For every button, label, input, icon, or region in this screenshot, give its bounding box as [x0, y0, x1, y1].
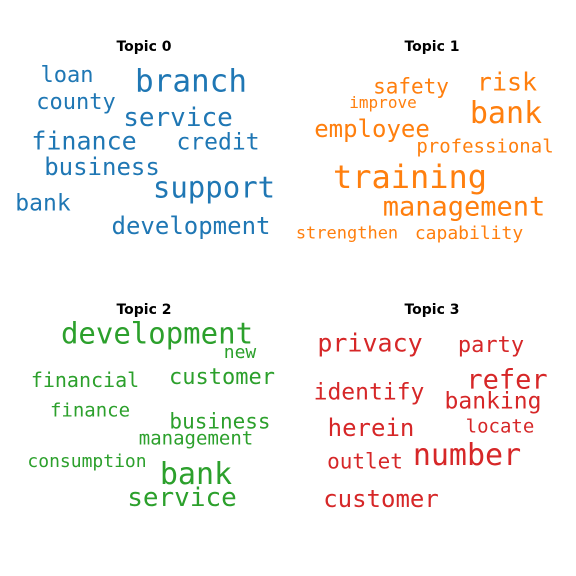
topic-title: Topic 2: [116, 302, 172, 318]
word-bank: bank: [15, 190, 71, 217]
word-banking: banking: [444, 388, 542, 415]
word-service: service: [127, 483, 237, 513]
word-new: new: [223, 342, 257, 363]
word-service: service: [123, 103, 233, 133]
word-capability: capability: [414, 223, 524, 244]
word-herein: herein: [327, 414, 415, 442]
word-customer: customer: [323, 485, 439, 513]
word-customer: customer: [169, 365, 275, 390]
topic-title: Topic 0: [116, 39, 172, 55]
word-management: management: [382, 191, 546, 223]
word-party: party: [457, 333, 525, 358]
word-identify: identify: [313, 379, 425, 406]
word-employee: employee: [314, 115, 430, 143]
topic-title: Topic 3: [404, 302, 460, 318]
word-training: training: [332, 158, 488, 196]
word-development: development: [60, 316, 254, 351]
word-safety: safety: [373, 74, 449, 99]
word-bank: bank: [469, 96, 543, 131]
word-bank: bank: [159, 457, 233, 492]
word-professional: professional: [416, 135, 554, 158]
word-loan: loan: [40, 63, 94, 88]
topic-panel-3: Topic 3 privacy party refer identify banking…: [288, 288, 576, 576]
topic-panel-2: Topic 2 development new financial customer f…: [0, 288, 288, 576]
word-branch: branch: [135, 63, 247, 100]
topic-title: Topic 1: [404, 39, 460, 55]
word-credit: credit: [176, 129, 260, 156]
word-privacy: privacy: [317, 328, 423, 358]
word-financial: financial: [30, 368, 140, 392]
word-locate: locate: [465, 415, 535, 438]
word-outlet: outlet: [327, 449, 403, 474]
word-business: business: [44, 153, 160, 181]
word-development: development: [111, 212, 271, 240]
word-consumption: consumption: [27, 451, 147, 472]
word-finance: finance: [31, 126, 137, 156]
word-number: number: [412, 438, 522, 473]
topic-panel-0: Topic 0 loan branch county service finance cr…: [0, 0, 288, 288]
word-improve: improve: [349, 93, 417, 112]
word-business: business: [169, 409, 271, 434]
word-support: support: [152, 170, 276, 205]
topic-panel-1: Topic 1 risk safety improve bank employee pro…: [288, 0, 576, 288]
word-risk: risk: [476, 67, 538, 97]
word-county: county: [36, 90, 116, 115]
word-strengthen: strengthen: [295, 223, 399, 244]
word-refer: refer: [466, 364, 548, 396]
word-management: management: [138, 427, 254, 450]
word-finance: finance: [49, 399, 131, 422]
